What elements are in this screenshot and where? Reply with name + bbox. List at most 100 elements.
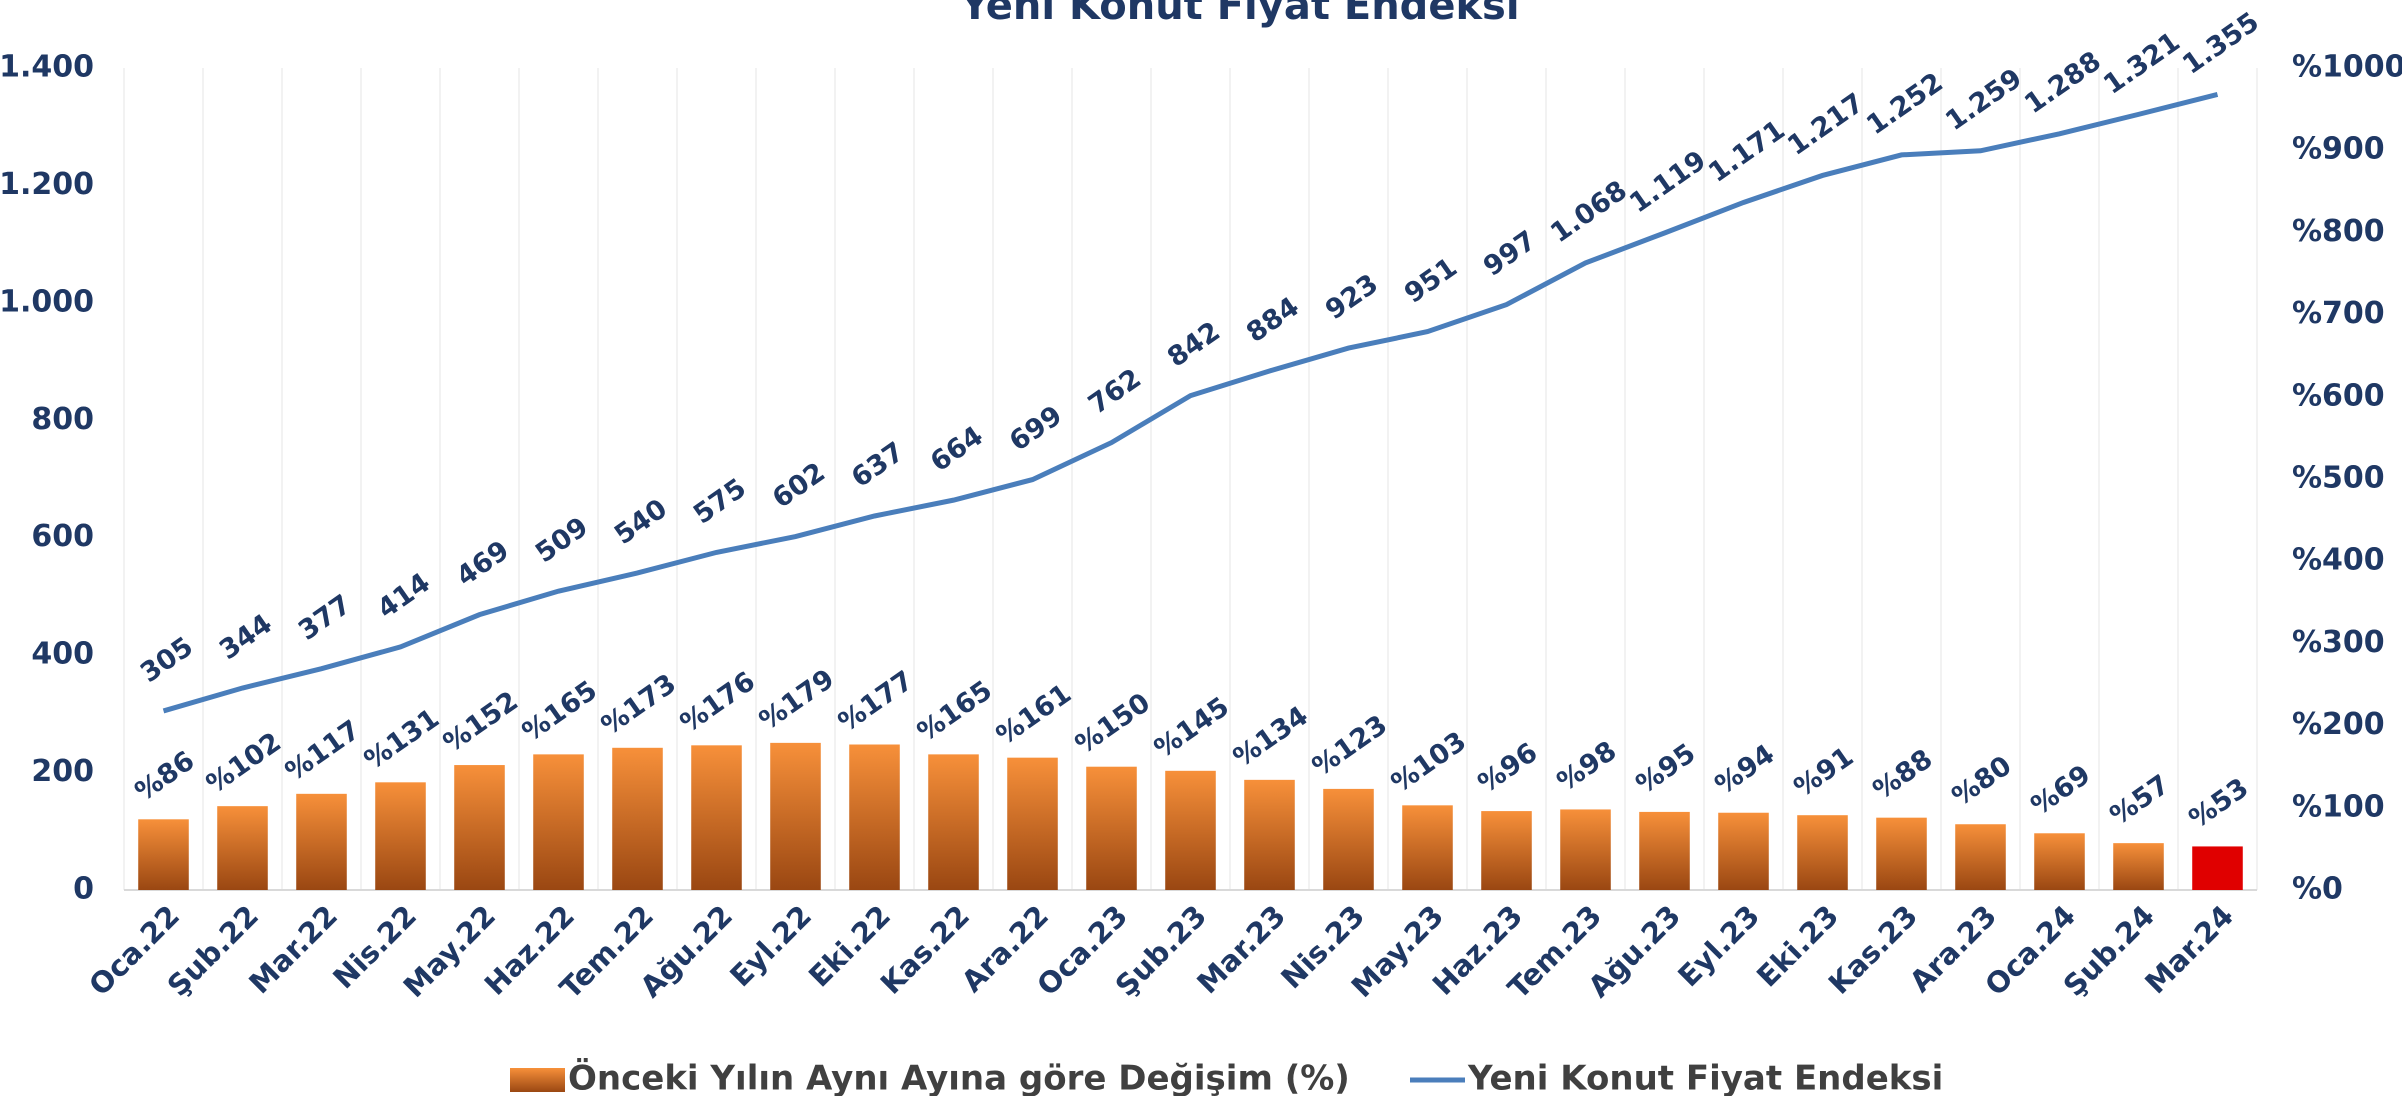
y-tick-label: 1.400	[0, 50, 94, 85]
bar-data-label: %53	[2184, 772, 2255, 834]
bar	[1639, 811, 1690, 890]
bar-data-label: %103	[1386, 726, 1472, 799]
line-data-label: 884	[1241, 291, 1305, 349]
line-data-label: 1.355	[2177, 6, 2265, 80]
line-data-label: 923	[1320, 268, 1384, 326]
line-data-label: 762	[1083, 363, 1147, 421]
line-data-label: 1.217	[1782, 87, 1870, 161]
bar-data-label: %117	[280, 714, 366, 787]
line-data-label: 540	[609, 493, 673, 551]
bar	[1007, 757, 1058, 890]
line-data-label: 664	[925, 420, 989, 478]
bar	[1560, 809, 1611, 890]
y-tick-label: 800	[31, 402, 94, 437]
bar	[1165, 770, 1216, 890]
bar-data-label: %96	[1473, 737, 1544, 799]
bar-data-label: %150	[1070, 687, 1156, 760]
line-data-label: 344	[214, 608, 278, 666]
legend-swatch	[510, 1068, 565, 1092]
bar-data-label: %69	[2026, 759, 2097, 821]
y2-tick-label: %100	[2292, 789, 2385, 824]
bar	[770, 742, 821, 890]
bar	[1718, 812, 1769, 890]
y-tick-label: 1.200	[0, 167, 94, 202]
bar-data-label: %94	[1710, 739, 1781, 801]
line-data-label: 305	[135, 631, 199, 689]
bar-data-label: %98	[1552, 735, 1623, 797]
bar	[1244, 779, 1295, 890]
line-data-label: 377	[293, 589, 357, 647]
bar	[138, 819, 189, 890]
bar-data-label: %102	[201, 727, 287, 800]
bar-data-label: %95	[1631, 738, 1702, 800]
bar-data-label: %57	[2105, 769, 2176, 831]
bar	[1876, 817, 1927, 890]
x-tick-label: Eyl.22	[723, 899, 818, 994]
legend-label: Önceki Yılın Aynı Ayına göre Değişim (%)	[568, 1058, 1350, 1096]
bar-data-label: %161	[991, 678, 1077, 751]
bar	[928, 754, 979, 890]
line-data-label: 699	[1004, 400, 1068, 458]
y-tick-label: 600	[31, 519, 94, 554]
bar	[533, 754, 584, 890]
line-data-label: 1.068	[1545, 175, 1633, 249]
line-data-label: 575	[688, 473, 752, 531]
bar-data-label: %165	[912, 675, 998, 748]
line-data-label: 1.259	[1940, 63, 2028, 137]
y2-tick-label: %300	[2292, 625, 2385, 660]
y2-tick-label: %0	[2292, 872, 2343, 907]
y2-tick-label: %500	[2292, 461, 2385, 496]
line-data-label: 1.252	[1861, 67, 1949, 141]
x-tick-label: Mar.22	[242, 899, 344, 1001]
bar	[217, 806, 268, 890]
line-data-label: 602	[767, 457, 831, 515]
y2-tick-label: %200	[2292, 707, 2385, 742]
y2-tick-label: %700	[2292, 296, 2385, 331]
line-data-label: 951	[1399, 252, 1463, 310]
bar-data-label: %179	[754, 663, 840, 736]
y2-tick-label: %400	[2292, 543, 2385, 578]
x-tick-label: Mar.23	[1190, 899, 1292, 1001]
bar	[1955, 824, 2006, 890]
bar-data-label: %176	[675, 666, 761, 739]
y-tick-label: 400	[31, 637, 94, 672]
bar	[1402, 805, 1453, 890]
line-data-label: 842	[1162, 316, 1226, 374]
bar-data-label: %165	[517, 675, 603, 748]
bar-data-label: %80	[1947, 750, 2018, 812]
bar	[1481, 811, 1532, 890]
line-data-label: 1.171	[1703, 114, 1791, 188]
bar	[2192, 846, 2243, 890]
line-data-label: 469	[451, 535, 515, 593]
bar-data-label: %177	[833, 665, 919, 738]
line-data-label: 1.288	[2019, 46, 2107, 120]
line	[162, 91, 2219, 714]
bar	[296, 793, 347, 890]
bar-data-label: %91	[1789, 741, 1860, 803]
bar	[2034, 833, 2085, 890]
line-data-label: 414	[372, 567, 436, 625]
x-tick-label: Kas.23	[1822, 899, 1924, 1001]
bar	[375, 782, 426, 890]
y2-tick-label: %600	[2292, 378, 2385, 413]
bar	[1797, 815, 1848, 890]
bar	[454, 765, 505, 890]
y2-tick-label: %1000	[2292, 50, 2402, 85]
bar-data-label: %131	[359, 703, 445, 776]
x-tick-label: Eyl.23	[1671, 899, 1766, 994]
y-tick-label: 200	[31, 754, 94, 789]
y2-tick-label: %900	[2292, 132, 2385, 167]
bar	[1086, 766, 1137, 890]
line-data-label: 1.119	[1624, 145, 1712, 219]
bar	[849, 744, 900, 890]
y2-tick-label: %800	[2292, 214, 2385, 249]
y-tick-label: 0	[73, 872, 94, 907]
bar	[2113, 843, 2164, 890]
bar-data-label: %123	[1307, 709, 1393, 782]
bar-data-label: %152	[438, 686, 524, 759]
chart-title: Yeni Konut Fiyat Endeksi	[959, 0, 1519, 29]
x-tick-label: Kas.22	[874, 899, 976, 1001]
bar-data-label: %173	[596, 668, 682, 741]
